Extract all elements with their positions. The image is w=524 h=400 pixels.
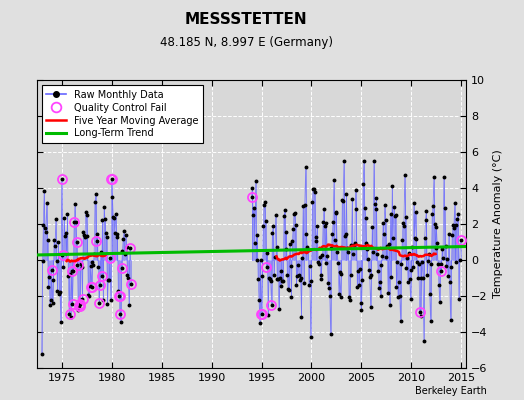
Text: 48.185 N, 8.997 E (Germany): 48.185 N, 8.997 E (Germany) — [160, 36, 333, 49]
Text: MESSSTETTEN: MESSSTETTEN — [185, 12, 308, 27]
Y-axis label: Temperature Anomaly (°C): Temperature Anomaly (°C) — [493, 150, 503, 298]
Legend: Raw Monthly Data, Quality Control Fail, Five Year Moving Average, Long-Term Tren: Raw Monthly Data, Quality Control Fail, … — [41, 85, 203, 143]
Text: Berkeley Earth: Berkeley Earth — [416, 386, 487, 396]
